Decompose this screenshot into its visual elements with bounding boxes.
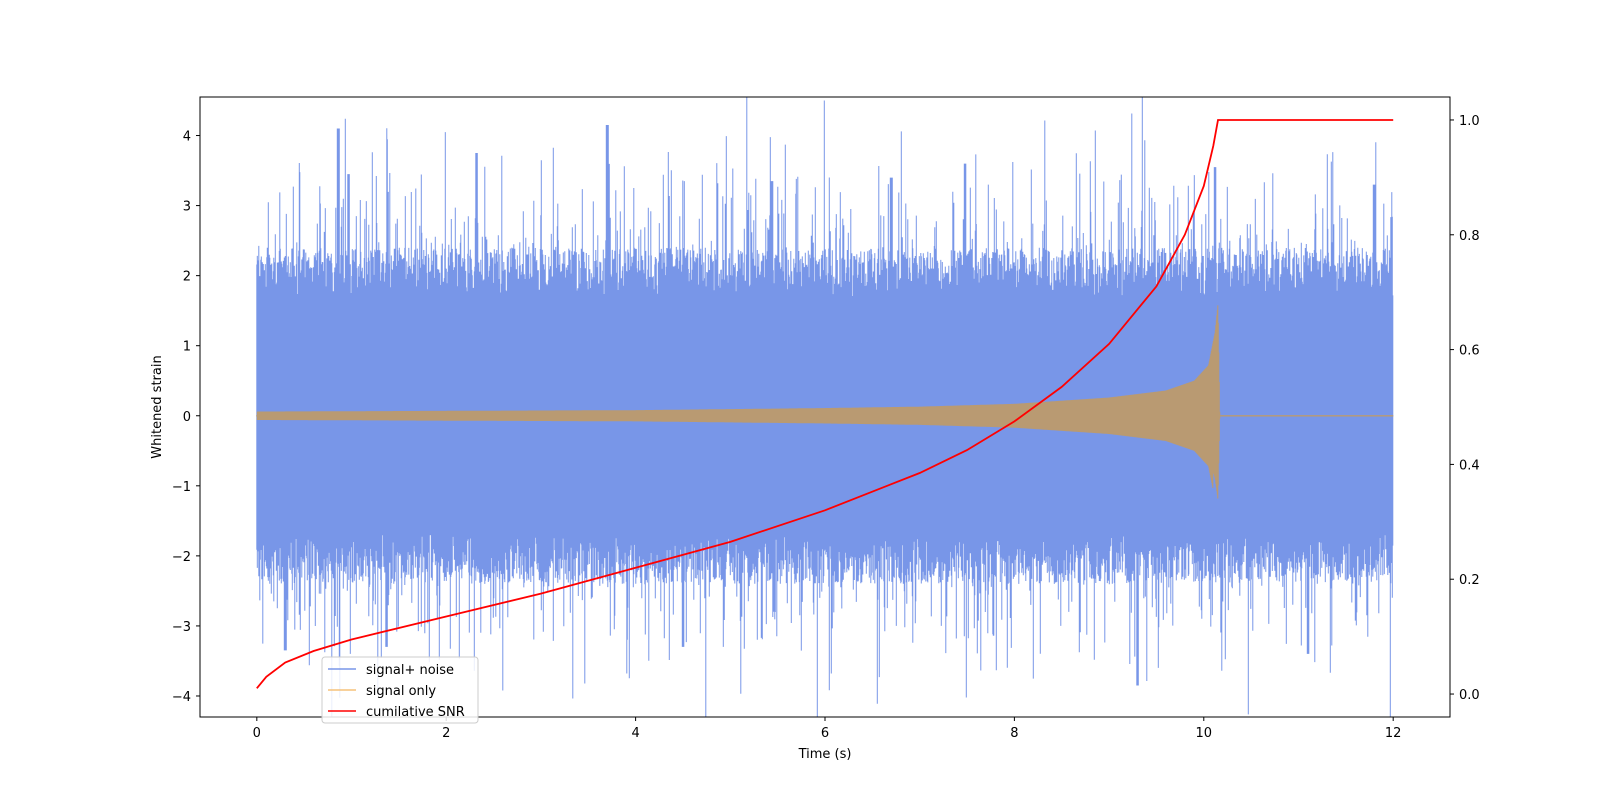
y2-tick-label: 0.0 bbox=[1459, 688, 1480, 703]
series-cumulative-snr bbox=[256, 119, 1394, 689]
y2-tick-label: 1.0 bbox=[1459, 114, 1480, 129]
y-axis-label: Whitened strain bbox=[150, 355, 165, 458]
x-tick-label: 8 bbox=[1010, 726, 1018, 741]
x-tick-label: 6 bbox=[821, 726, 829, 741]
y-tick-label: −3 bbox=[172, 620, 191, 635]
y-tick-label: −2 bbox=[172, 550, 191, 565]
y-tick-label: 4 bbox=[183, 130, 191, 145]
y2-tick-label: 0.2 bbox=[1459, 573, 1480, 588]
x-tick-label: 0 bbox=[253, 726, 261, 741]
plot-area bbox=[256, 97, 1394, 717]
x-tick-label: 2 bbox=[442, 726, 450, 741]
y2-tick-label: 0.4 bbox=[1459, 458, 1480, 473]
legend-label-signal-only: signal only bbox=[366, 684, 436, 699]
series-signal-only bbox=[256, 305, 1394, 499]
legend-box bbox=[321, 656, 479, 724]
legend-label-signal-noise: signal+ noise bbox=[366, 663, 454, 678]
y2-tick-label: 0.8 bbox=[1459, 229, 1480, 244]
legend-label-cumulative-snr: cumilative SNR bbox=[366, 705, 465, 720]
x-axis: 0 2 4 6 8 10 12 bbox=[253, 717, 1402, 741]
y2-tick-label: 0.6 bbox=[1459, 344, 1480, 359]
y-axis-left: −4 −3 −2 −1 0 1 2 3 4 bbox=[172, 130, 200, 705]
x-tick-label: 12 bbox=[1385, 726, 1402, 741]
x-tick-label: 10 bbox=[1196, 726, 1213, 741]
legend: signal+ noise signal only cumilative SNR bbox=[321, 656, 479, 724]
x-tick-label: 4 bbox=[631, 726, 639, 741]
y-tick-label: 1 bbox=[183, 340, 191, 355]
y-tick-label: 3 bbox=[183, 200, 191, 215]
y-tick-label: 2 bbox=[183, 270, 191, 285]
y-tick-label: −1 bbox=[172, 480, 191, 495]
y-tick-label: −4 bbox=[172, 690, 191, 705]
y-axis-right: 0.0 0.2 0.4 0.6 0.8 1.0 bbox=[1450, 114, 1480, 703]
y-tick-label: 0 bbox=[183, 410, 191, 425]
x-axis-label: Time (s) bbox=[798, 747, 852, 762]
